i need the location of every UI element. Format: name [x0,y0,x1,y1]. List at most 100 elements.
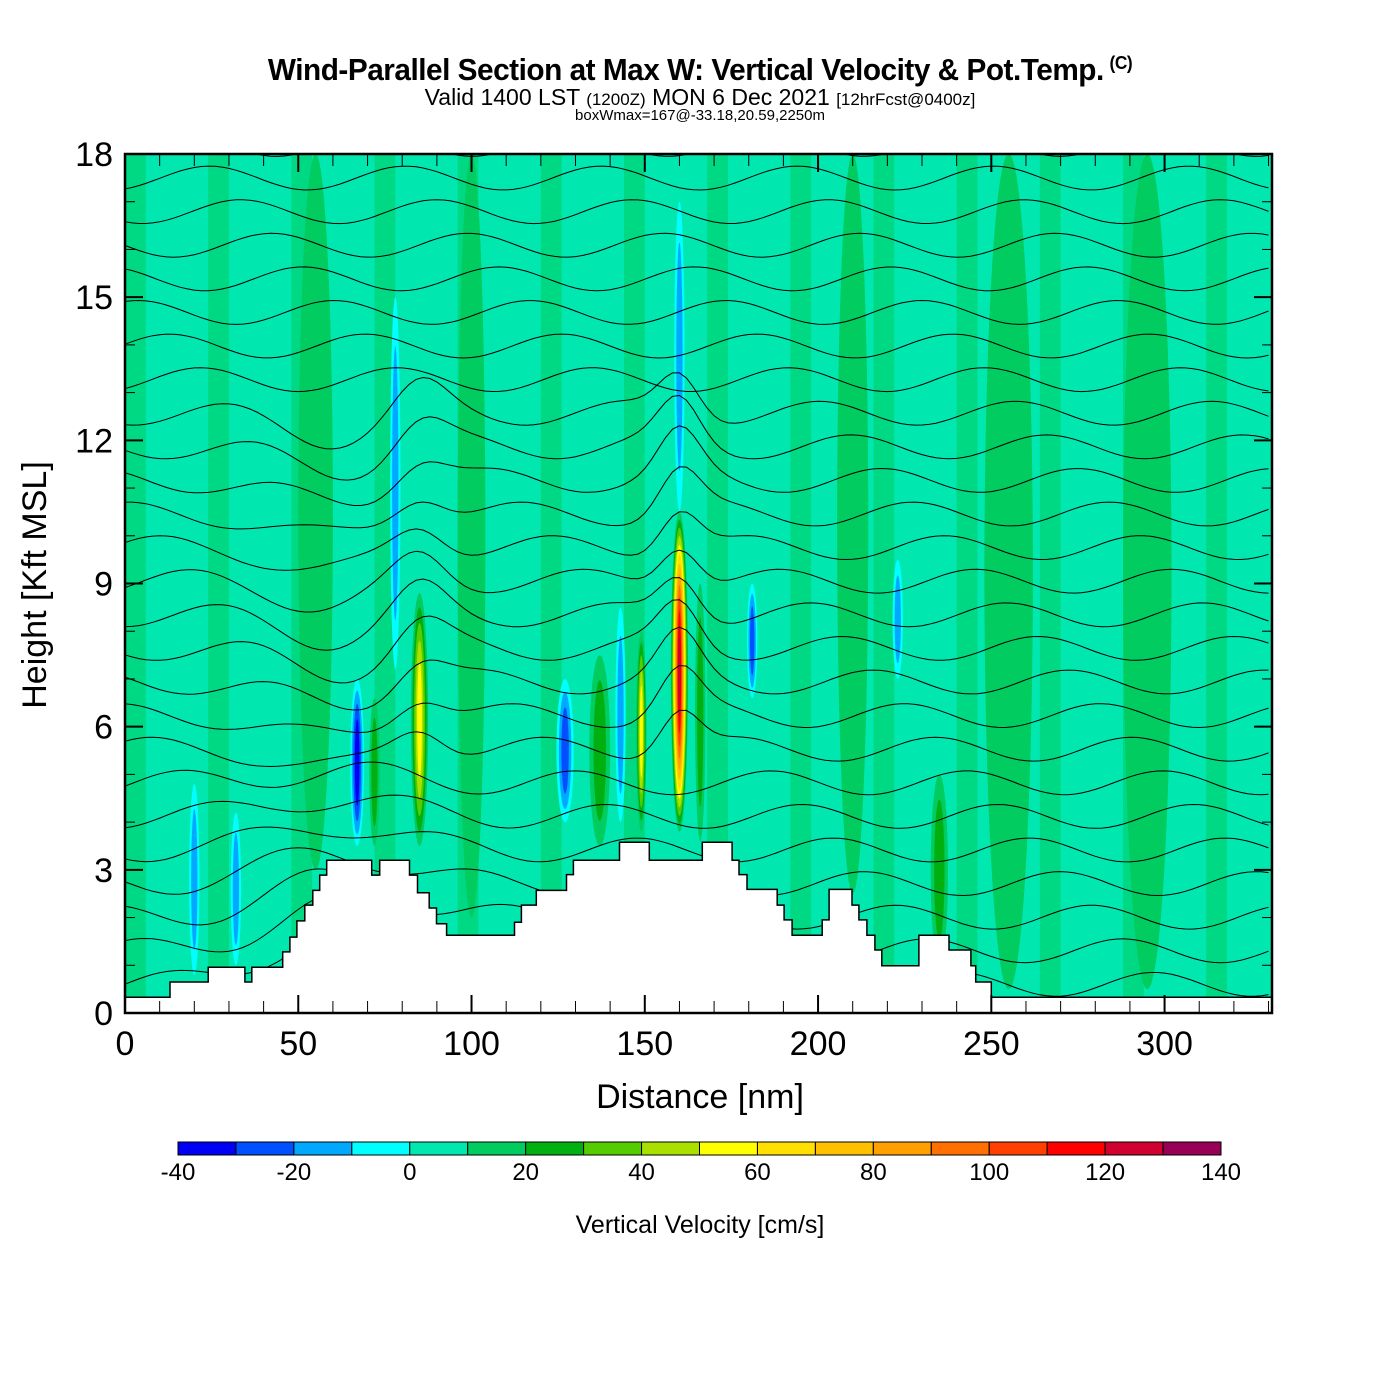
field-band [873,154,895,1013]
isentrope-line [125,761,1269,796]
w-contour-fill [639,685,643,778]
w-contour-fill [934,799,945,941]
colorbar-tick-label: 80 [860,1159,887,1186]
x-tick-label: 300 [1136,1025,1193,1063]
colorbar-tick-labels: -40 -20 0 20 40 60 80 100 120 140 [161,1159,1241,1186]
axis-ticks [124,153,1272,1014]
colorbar-swatch [1046,1141,1106,1156]
w-contour-fill [894,575,901,664]
w-contour-fill [298,154,333,870]
terrain-profile [125,841,1272,1013]
w-feature [984,154,1033,990]
isentrope-line [125,599,1269,684]
colorbar-swatch [293,1141,353,1156]
isentrope-line [125,577,1269,651]
isentrope-line [125,199,1269,225]
isentrope-line [125,511,1269,571]
w-feature [615,607,626,823]
isentrope-line [125,266,1269,292]
x-tick-label: 0 [116,1025,135,1063]
isentrope-line [125,394,1269,481]
isentrope-line [125,709,1269,768]
isentrope-line [125,165,1269,191]
w-feature [1122,154,1172,990]
colorbar-tick-label: 0 [403,1159,416,1186]
w-feature [636,631,647,832]
colorbar-swatch [525,1141,585,1156]
colorbar-swatch [583,1141,643,1156]
w-contour-fill [1122,154,1172,990]
copyright-mark: (C) [1109,52,1133,73]
y-tick-label: 12 [75,422,113,460]
w-contour-fill [457,154,486,918]
w-feature [670,511,689,832]
colorbar-swatch [235,1141,295,1156]
isentrope-line [125,826,1269,863]
field-band [1206,154,1227,1013]
colorbar-swatch [467,1141,527,1156]
colorbar-tick-label: -20 [277,1159,312,1186]
isentrope-line [125,372,1269,450]
y-tick-label: 6 [94,709,113,747]
colorbar-tick-label: 40 [628,1159,655,1186]
colorbar-swatch [699,1141,758,1156]
colorbar-tick-label: 100 [969,1159,1009,1186]
w-contour-fill [837,154,869,894]
w-feature [390,297,401,670]
valid-time: Valid 1400 LST (1200Z) MON 6 Dec 2021 [1… [0,86,1400,111]
w-contour-fill [232,832,240,946]
w-contour-fill [354,719,360,806]
field-band [208,154,229,1013]
x-tick-label: 150 [616,1025,673,1063]
colorbar-swatch [1162,1141,1222,1156]
isentrope-line [125,626,1269,711]
w-feature [457,154,486,918]
y-axis-label: Height [Kft MSL] [16,461,54,709]
colorbar-swatch [177,1141,237,1156]
field-band [956,154,978,1013]
colorbar-label: Vertical Velocity [cm/s] [576,1211,825,1239]
isentrope-line [125,466,1269,530]
w-feature [189,783,200,975]
colorbar-swatch [641,1141,700,1156]
valid-local: Valid 1400 LST [424,84,580,110]
w-contour-fill [697,617,704,808]
w-contour-fill [617,635,624,794]
x-tick-label: 200 [790,1025,847,1063]
w-feature [369,698,380,846]
box-wmax: boxWmax=167@-33.18,20.59,2250m [575,107,825,124]
w-contour-fill [371,717,378,827]
w-feature [674,201,685,512]
w-contour-fill [677,626,681,717]
colorbar-swatch [814,1141,874,1156]
colorbar-swatch [756,1141,816,1156]
colorbar-swatch [930,1141,990,1156]
w-contour-fill [749,606,755,676]
field-band [374,154,396,1013]
field-band [707,154,728,1013]
colorbar-swatch [1104,1141,1164,1156]
y-tick-label: 0 [94,995,113,1033]
isentrope-line [125,549,1269,613]
colorbar-tick-label: 20 [512,1159,539,1186]
forecast-info: [12hrFcst@0400z] [836,90,976,109]
colorbar-tick-label: 60 [744,1159,771,1186]
valid-utc: (1200Z) [586,90,646,109]
w-feature [892,559,903,679]
w-feature [695,583,706,842]
y-tick-labels: 0 3 6 9 12 15 18 [75,136,113,1033]
x-tick-labels: 0 50 100 150 200 250 300 [116,1025,1193,1063]
w-contour-fill [417,661,422,778]
isentrope-line [125,367,1269,393]
isentrope-line [125,333,1269,359]
colorbar-swatch [409,1141,469,1156]
colorbar-swatch [351,1141,411,1156]
w-contour-fill [593,680,606,821]
valid-date: MON 6 Dec 2021 [652,84,830,110]
w-feature [589,655,611,846]
w-contour-fill [561,707,569,794]
isentrope-line [125,664,1269,734]
y-tick-label: 18 [75,136,113,174]
w-contour-fill [392,346,399,621]
w-feature [350,678,365,846]
